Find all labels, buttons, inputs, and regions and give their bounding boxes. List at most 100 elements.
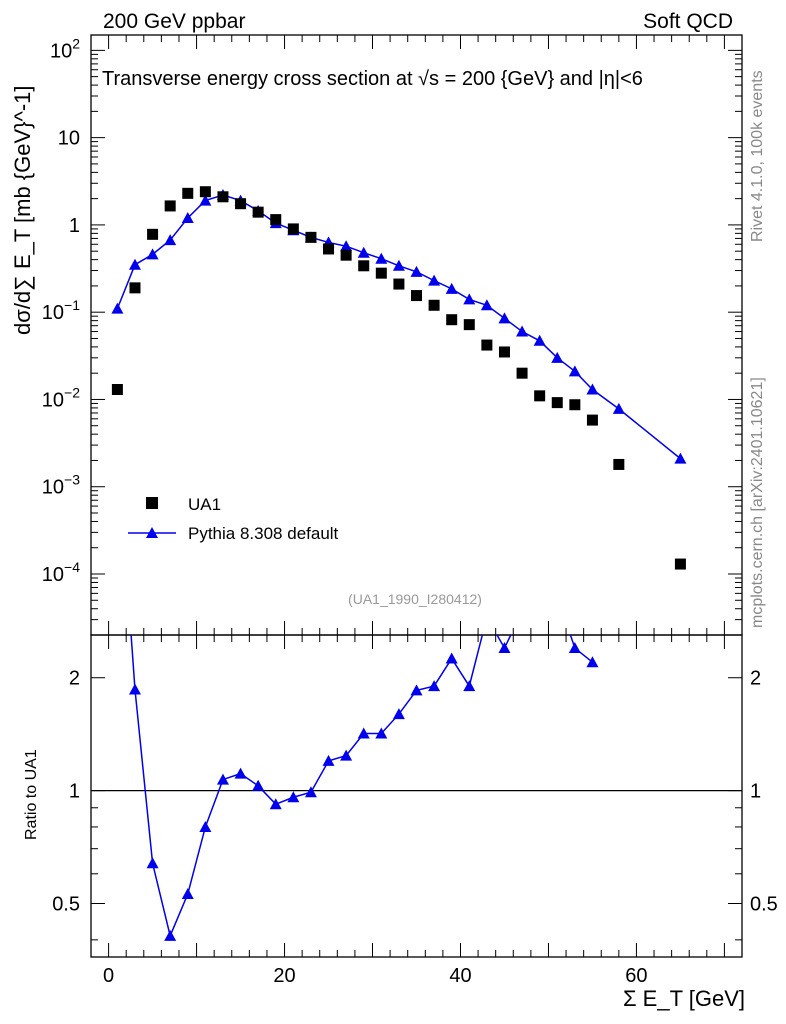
plot-title: Transverse energy cross section at √s = … (102, 68, 643, 90)
mcplots-credit: mcplots.cern.ch [arXiv:2401.10621] (749, 377, 766, 628)
mc-point (410, 265, 423, 277)
ratio-point (551, 590, 563, 601)
data-point (498, 346, 510, 358)
ratio-point (252, 779, 265, 791)
x-tick-label: 60 (625, 965, 647, 987)
ratio-point (111, 436, 123, 447)
data-point (129, 282, 141, 294)
mc-point (146, 248, 159, 260)
data-point (428, 299, 440, 311)
mc-series (111, 189, 687, 464)
mc-point (586, 383, 599, 395)
mc-point (498, 312, 511, 324)
ratio-point (181, 888, 194, 900)
ratio-point (445, 652, 458, 664)
mc-point (199, 194, 212, 206)
data-point (534, 390, 546, 402)
mc-point (111, 302, 124, 314)
ratio-point (516, 606, 528, 617)
mc-point (128, 258, 141, 270)
mc-point (674, 452, 687, 464)
ratio-point (410, 684, 423, 696)
data-point (481, 339, 493, 351)
mc-point (375, 252, 388, 264)
data-point (393, 278, 405, 290)
ratio-point (269, 798, 282, 810)
data-point (164, 200, 176, 212)
mc-point (392, 259, 405, 271)
ratio-y-tick-label: 1 (69, 781, 80, 803)
x-tick-label: 0 (103, 965, 114, 987)
mc-point (551, 351, 564, 363)
ratio-point (568, 642, 581, 654)
ratio-point (128, 683, 141, 695)
data-point (305, 231, 317, 243)
main-y-tick-label: 10−4 (42, 559, 80, 586)
main-frame (90, 34, 743, 636)
main-y-tick-label: 102 (50, 35, 80, 62)
ratio-line (130, 635, 593, 939)
data-point (375, 267, 387, 279)
mc-point (357, 246, 370, 258)
main-y-tick-label: 10 (58, 128, 80, 150)
ratio-point (304, 786, 317, 798)
legend-mc-marker (146, 527, 158, 538)
ratio-frame (90, 634, 743, 958)
data-point (182, 187, 194, 199)
data-point (358, 260, 370, 272)
main-y-tick-label: 10−3 (42, 472, 80, 499)
data-point (270, 214, 282, 226)
main-y-ticks: 102 10 1 10−1 10−2 10−3 10−4 (42, 35, 742, 636)
mc-point (480, 299, 493, 311)
ratio-y-label: Ratio to UA1 (23, 749, 40, 840)
main-y-tick-label: 10−1 (42, 297, 80, 324)
x-tick-label: 20 (273, 965, 295, 987)
data-point (147, 228, 159, 240)
ratio-point (534, 547, 546, 558)
mc-point (463, 293, 476, 305)
ratio-y-tick-label-right: 1 (750, 781, 761, 803)
main-y-tick-label: 1 (69, 215, 80, 237)
legend-data-label: UA1 (188, 495, 221, 514)
main-y-tick-label: 10−2 (42, 384, 80, 411)
data-point (323, 243, 335, 255)
data-series (111, 186, 686, 570)
ratio-point (463, 680, 476, 692)
mc-point (612, 402, 625, 414)
ratio-point (428, 680, 441, 692)
header-left: 200 GeV ppbar (103, 10, 245, 33)
ratio-y-tick-label: 0.5 (52, 893, 80, 915)
data-point (217, 191, 229, 203)
x-axis-label: Σ E_T [GeV] (623, 986, 745, 1011)
analysis-id: (UA1_1990_I280412) (348, 591, 482, 607)
ratio-point (481, 611, 493, 622)
data-point (463, 319, 475, 331)
mc-point (516, 325, 529, 337)
ratio-x-ticks: 0 20 40 60 (103, 635, 725, 987)
data-point (199, 186, 211, 198)
data-point (411, 290, 422, 302)
data-point (235, 198, 247, 210)
mc-point (181, 212, 194, 224)
mc-point (164, 234, 177, 246)
header-right: Soft QCD (643, 10, 733, 33)
data-point (446, 314, 458, 326)
main-x-ticks (108, 35, 725, 635)
data-point (569, 399, 581, 411)
data-point (111, 384, 123, 396)
ratio-panel: 0.5 0.5 1 1 2 2 0 20 40 60 Ratio to UA1 Σ E_T [G… (23, 436, 778, 1011)
ratio-point (586, 656, 599, 668)
mc-point (568, 365, 581, 377)
ratio-y-tick-label: 2 (69, 668, 80, 690)
mc-point (445, 282, 458, 294)
mc-point (428, 274, 441, 286)
main-y-label: dσ/d∑ E_T [mb {GeV}^-1] (10, 85, 35, 335)
data-point (613, 458, 625, 470)
ratio-point (375, 727, 388, 739)
legend-data-marker (146, 497, 158, 509)
data-point (551, 397, 563, 409)
data-point (586, 414, 598, 426)
ratio-point (322, 754, 335, 766)
mc-point (340, 240, 353, 252)
